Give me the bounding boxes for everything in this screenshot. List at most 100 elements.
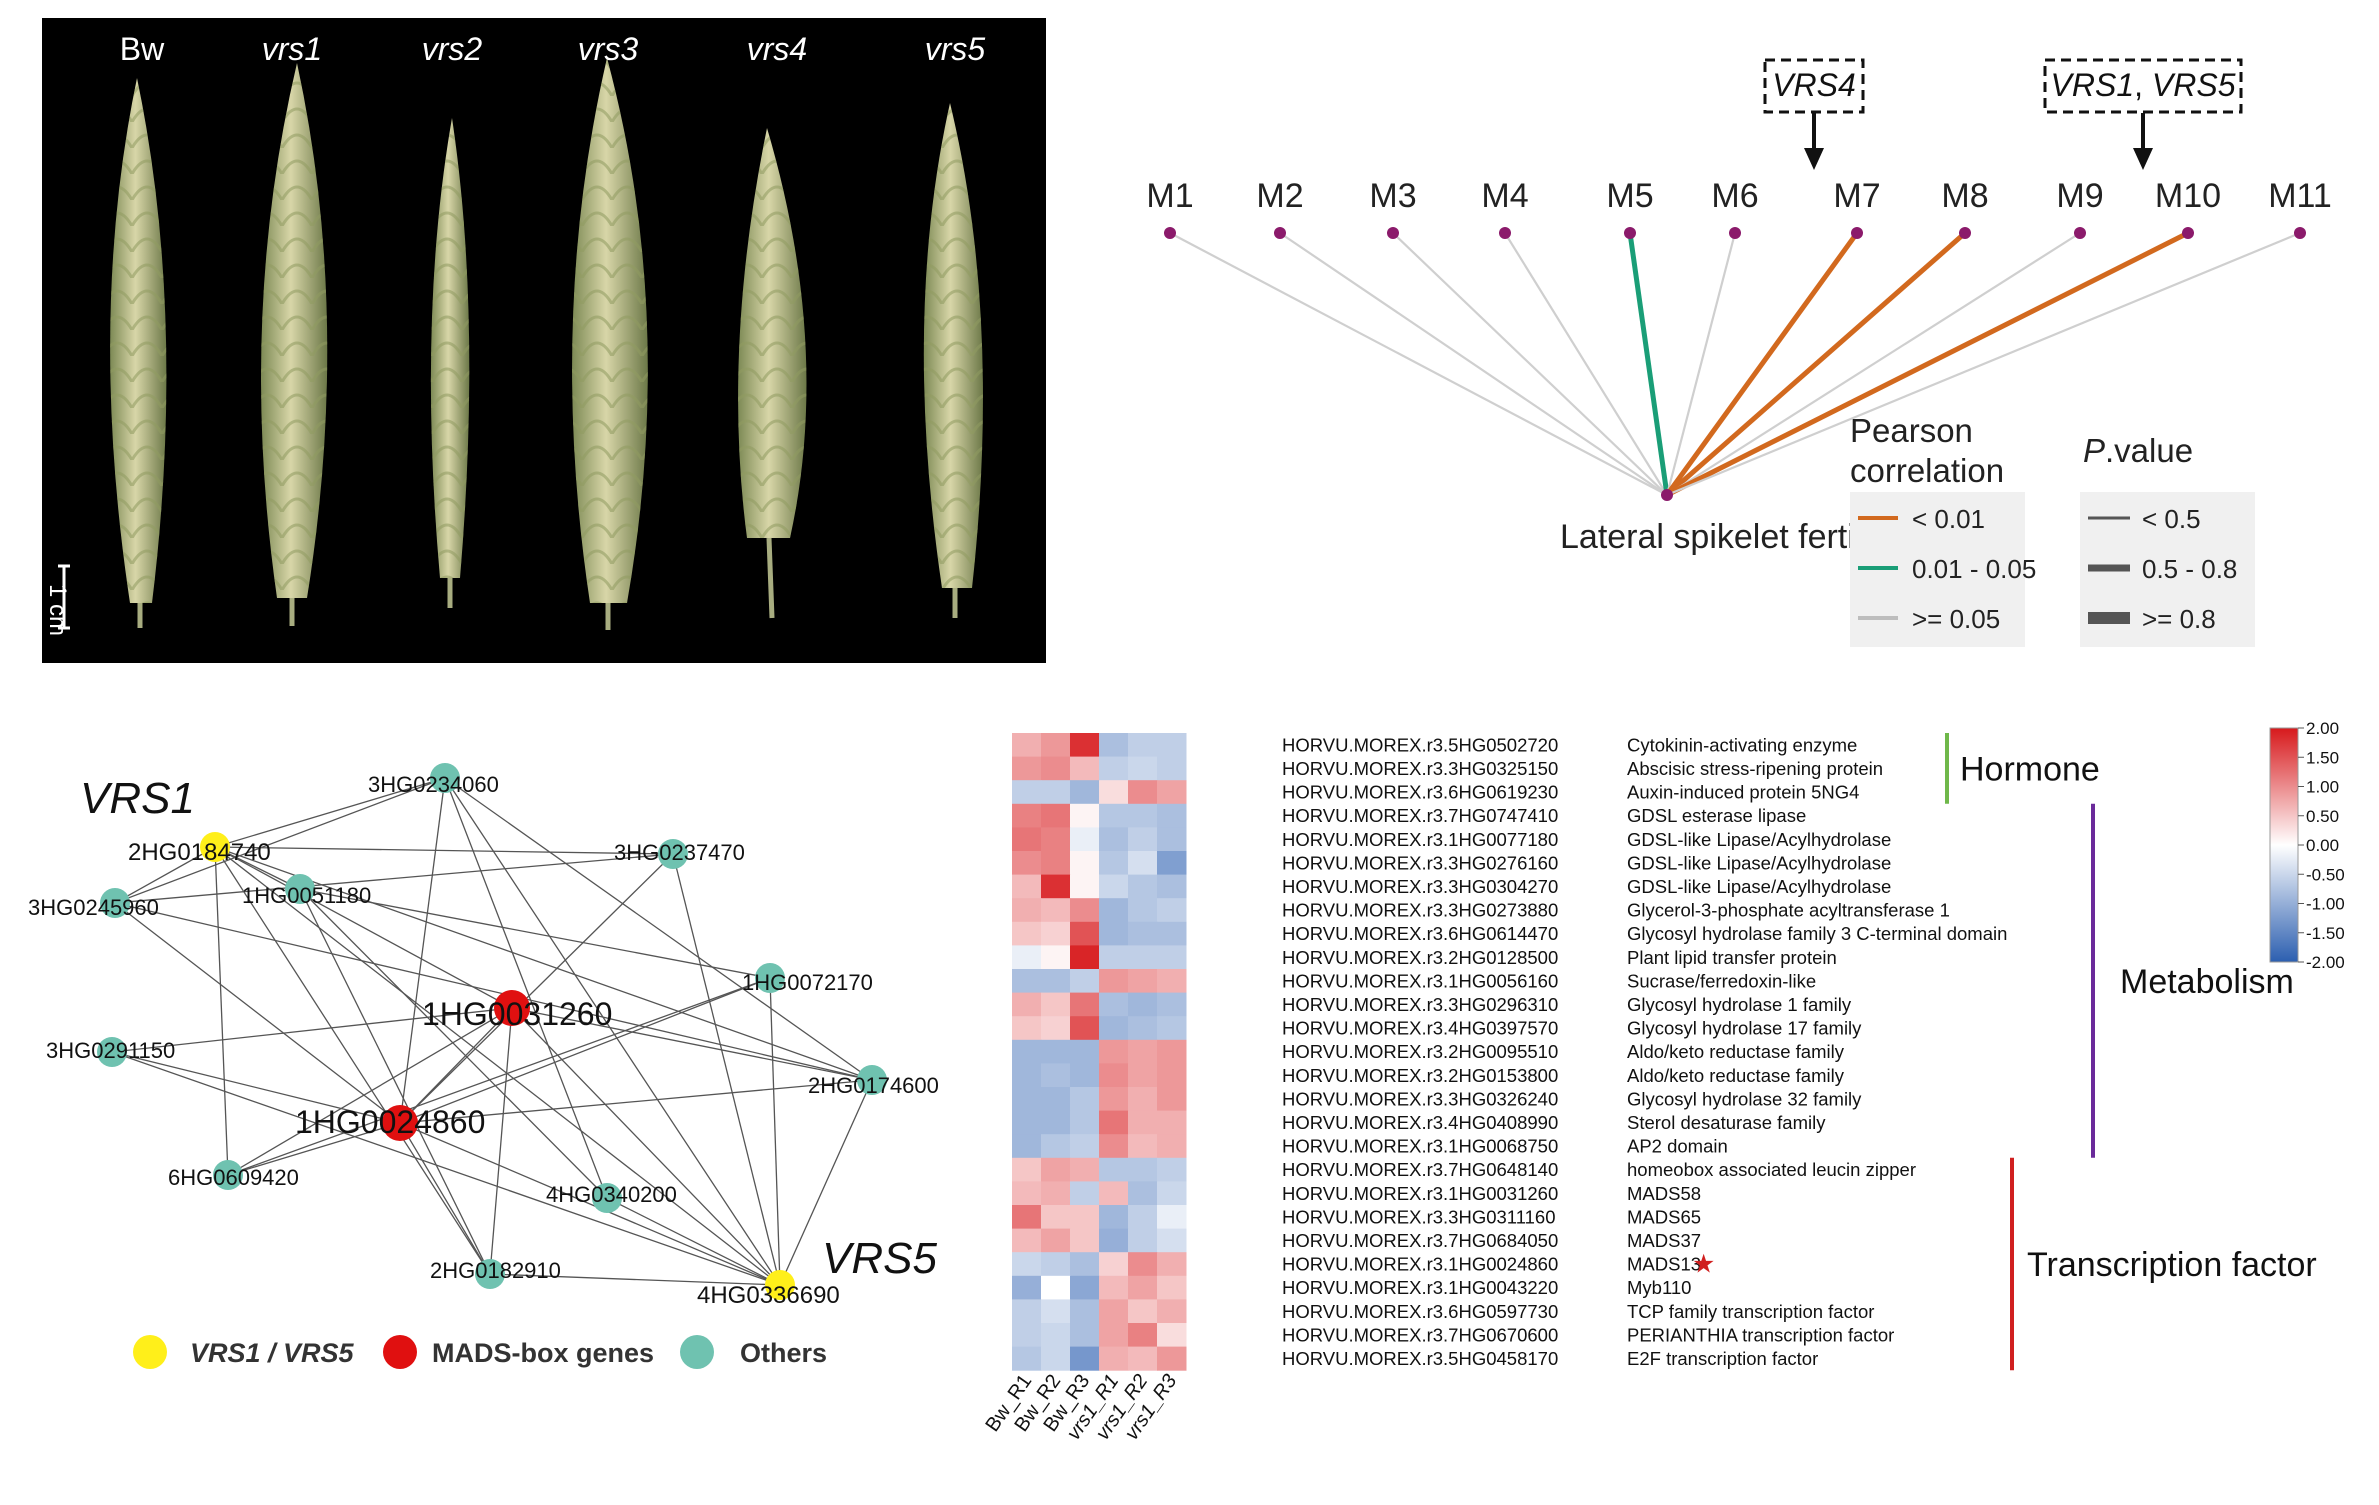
network-edge <box>489 1273 781 1286</box>
heatmap-cell <box>1157 945 1187 970</box>
heatmap-cell <box>1041 1039 1071 1064</box>
svg-text:VRS1, VRS5: VRS1, VRS5 <box>2051 67 2236 103</box>
heatmap-cell <box>1128 992 1158 1017</box>
heatmap-cell <box>1128 1228 1158 1253</box>
heatmap-cell <box>1157 803 1187 828</box>
box-separator: , <box>2134 67 2152 103</box>
colorbar-tick: 2.00 <box>2306 720 2339 738</box>
vrs1-vrs5-callout: VRS1, VRS5 <box>2043 58 2243 170</box>
module-label: M1 <box>1146 177 1193 215</box>
module-node <box>1274 227 1286 239</box>
network-edge <box>299 888 491 1275</box>
heatmap-cell <box>1070 1087 1100 1112</box>
heatmap-row-gene: HORVU.MOREX.r3.4HG0397570 <box>1282 1018 1558 1039</box>
module-label: M2 <box>1256 177 1303 215</box>
vrs5-label: VRS5 <box>822 1234 937 1283</box>
heatmap-row-gene: HORVU.MOREX.r3.7HG0747410 <box>1282 805 1558 826</box>
network-edge <box>227 1122 401 1176</box>
heatmap-cell <box>1157 851 1187 876</box>
heatmap-row-desc: homeobox associated leucin zipper <box>1627 1159 1916 1180</box>
heatmap-cell <box>1041 1087 1071 1112</box>
heatmap-cell <box>1012 1346 1042 1371</box>
heatmap-cell <box>1099 1299 1129 1324</box>
gene-node-label: 2HG0182910 <box>430 1258 561 1283</box>
colorbar-tick: -2.00 <box>2306 953 2345 972</box>
heatmap-cell <box>1099 1134 1129 1159</box>
mads-gene-node <box>382 1105 418 1141</box>
network-edge <box>214 846 513 1009</box>
heatmap-cell <box>1041 874 1071 899</box>
heatmap-cell <box>1157 733 1187 758</box>
module-trait-link <box>1666 232 2081 496</box>
heatmap-row-gene: HORVU.MOREX.r3.7HG0648140 <box>1282 1159 1558 1180</box>
heatmap-cell <box>1128 1205 1158 1230</box>
heatmap-cell <box>1128 733 1158 758</box>
heatmap-row-desc: Sterol desaturase family <box>1627 1112 1826 1133</box>
heatmap-row-desc: GDSL-like Lipase/Acylhydrolase <box>1627 876 1891 897</box>
down-arrow-icon <box>1804 148 1824 170</box>
heatmap-cell <box>1070 780 1100 805</box>
heatmap-cell <box>1099 1157 1129 1182</box>
heatmap-cell <box>1099 1346 1129 1371</box>
heatmap-cell <box>1012 756 1042 781</box>
heatmap-cell <box>1012 1157 1042 1182</box>
heatmap-cell <box>1070 921 1100 946</box>
heatmap-cell <box>1099 780 1129 805</box>
heatmap-cell <box>1157 992 1187 1017</box>
vrs1-label: VRS1 <box>80 774 195 823</box>
network-edge <box>114 902 873 1081</box>
genotype-label: Bw <box>120 31 165 67</box>
heatmap-row-desc: Cytokinin-activating enzyme <box>1627 734 1857 755</box>
network-edge <box>114 777 446 904</box>
heatmap-cell <box>1041 780 1071 805</box>
heatmap-cell <box>1099 969 1129 994</box>
heatmap-cell <box>1128 851 1158 876</box>
heatmap-row-desc: MADS13 <box>1627 1254 1701 1275</box>
heatmap-cell <box>1157 1252 1187 1277</box>
heatmap-cell <box>1012 945 1042 970</box>
network-edge <box>769 977 781 1286</box>
pvalue-legend-item: 0.5 - 0.8 <box>2142 554 2237 584</box>
heatmap-cell <box>1157 1016 1187 1041</box>
heatmap-cell <box>1012 898 1042 923</box>
module-label: M3 <box>1369 177 1416 215</box>
heatmap-cell <box>1070 1228 1100 1253</box>
heatmap-cell <box>1099 1039 1129 1064</box>
heatmap-cell <box>1128 1134 1158 1159</box>
heatmap-cell <box>1041 1063 1071 1088</box>
module-trait-link <box>1392 232 1668 496</box>
gene-node <box>97 1037 127 1067</box>
module-label: M4 <box>1481 177 1528 215</box>
network-edge <box>444 777 608 1199</box>
module-trait-link <box>1504 232 1668 496</box>
pvalue-legend-title: .value <box>2105 432 2193 469</box>
module-node <box>1164 227 1176 239</box>
heatmap-cell <box>1070 827 1100 852</box>
heatmap-cell <box>1157 1110 1187 1135</box>
network-edge <box>672 853 781 1286</box>
heatmap-row-desc: Glycerol-3-phosphate acyltransferase 1 <box>1627 900 1950 921</box>
coexpression-network-panel: 2HG0184740 3HG0234060 3HG0237470 1HG0051180… <box>0 740 1000 1400</box>
heatmap-cell <box>1070 1299 1100 1324</box>
gene-node <box>475 1259 505 1289</box>
colorbar-tick: -0.50 <box>2306 865 2345 884</box>
gene-node-label: 1HG0031260 <box>422 996 612 1032</box>
heatmap-cell <box>1157 1323 1187 1348</box>
heatmap-row-desc: Aldo/keto reductase family <box>1627 1065 1845 1086</box>
heatmap-cell <box>1157 1299 1187 1324</box>
heatmap-cell <box>1070 733 1100 758</box>
heatmap-row-gene: HORVU.MOREX.r3.1HG0077180 <box>1282 829 1558 850</box>
heatmap-cell <box>1099 1016 1129 1041</box>
heatmap-cell <box>1012 827 1042 852</box>
network-edge <box>227 977 771 1176</box>
colorbar-tick: 1.50 <box>2306 748 2339 767</box>
heatmap-row-gene: HORVU.MOREX.r3.4HG0408990 <box>1282 1112 1558 1133</box>
heatmap-cell <box>1099 1275 1129 1300</box>
group-label: Hormone <box>1960 750 2100 788</box>
heatmap-cell <box>1157 1205 1187 1230</box>
module-label: M5 <box>1606 177 1653 215</box>
module-node <box>1729 227 1741 239</box>
gene-node-label: 3HG0237470 <box>614 840 745 865</box>
heatmap-row-desc: GDSL esterase lipase <box>1627 805 1806 826</box>
module-node <box>2074 227 2086 239</box>
